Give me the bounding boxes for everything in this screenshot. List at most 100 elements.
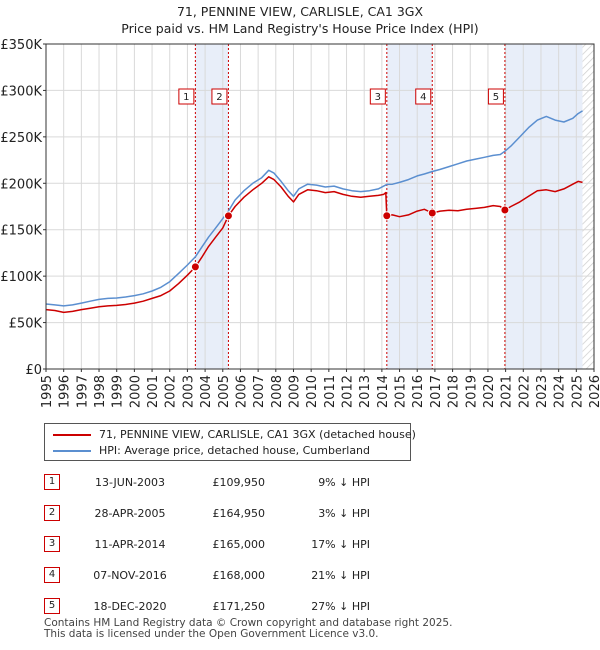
y-tick-label: £150K — [0, 224, 42, 239]
x-tick-label: 2017 — [429, 375, 444, 408]
x-tick-label: 2011 — [323, 375, 338, 408]
chart-sale-badge-label: 1 — [183, 92, 189, 103]
footer-copyright: Contains HM Land Registry data © Crown c… — [44, 617, 453, 629]
x-tick-label: 2014 — [376, 375, 391, 408]
forecast-hatch — [582, 44, 594, 369]
x-tick-label: 2022 — [517, 375, 532, 408]
x-tick-label: 2015 — [394, 375, 409, 408]
x-tick-label: 2024 — [553, 375, 568, 408]
legend-label-property: 71, PENNINE VIEW, CARLISLE, CA1 3GX (det… — [99, 428, 416, 441]
chart-sale-badge-label: 5 — [493, 92, 499, 103]
sale-hpi-diff: 27% ↓ HPI — [311, 600, 370, 613]
x-tick-label: 1998 — [93, 375, 108, 408]
x-tick-label: 2003 — [181, 375, 196, 408]
x-tick-label: 2019 — [464, 375, 479, 408]
legend-label-hpi: HPI: Average price, detached house, Cumb… — [99, 444, 371, 457]
sale-hpi-diff: 9% ↓ HPI — [318, 476, 370, 489]
legend-swatch-hpi — [53, 450, 91, 452]
y-tick-label: £0 — [25, 363, 42, 378]
x-tick-label: 2000 — [128, 375, 143, 408]
sale-badge-group: 5 — [487, 88, 504, 105]
sale-badge-group: 2 — [211, 88, 228, 105]
sale-hpi-diff: 17% ↓ HPI — [311, 538, 370, 551]
x-tick-label: 2004 — [199, 375, 214, 408]
x-tick-label: 2025 — [570, 375, 585, 408]
sale-number-badge: 3 — [44, 536, 60, 552]
chart-title: 71, PENNINE VIEW, CARLISLE, CA1 3GX — [176, 4, 424, 19]
x-tick-label: 2008 — [270, 375, 285, 408]
legend-swatch-property — [53, 434, 91, 436]
ownership-shade — [504, 44, 583, 369]
sale-row: 4 07-NOV-2016 £168,000 21% ↓ HPI — [0, 566, 600, 586]
sale-hpi-diff: 3% ↓ HPI — [318, 507, 370, 520]
sale-badge-group: 3 — [369, 88, 386, 105]
chart-sale-badge — [369, 88, 386, 105]
sale-row: 2 28-APR-2005 £164,950 3% ↓ HPI — [0, 504, 600, 524]
chart-sale-badge — [487, 88, 504, 105]
chart-sale-badge-label: 2 — [216, 92, 222, 103]
x-tick-label: 2010 — [305, 375, 320, 408]
footer-licence: This data is licensed under the Open Gov… — [44, 628, 379, 640]
price-chart: 1 2 3 4 5 £0 £50K £100K £150K £200K £250K £300K £350… — [0, 38, 600, 408]
y-tick-label: £350K — [0, 38, 42, 53]
sale-date: 07-NOV-2016 — [93, 569, 167, 582]
x-tick-label: 1999 — [111, 375, 126, 408]
series-line-hpi — [45, 110, 583, 307]
sale-badge-group: 1 — [178, 88, 195, 105]
x-tick-label: 2013 — [358, 375, 373, 408]
legend: 71, PENNINE VIEW, CARLISLE, CA1 3GX (det… — [44, 423, 416, 461]
y-tick-label: £250K — [0, 131, 42, 146]
sale-date: 11-APR-2014 — [94, 538, 166, 551]
x-tick-label: 2006 — [234, 375, 249, 408]
y-tick-label: £100K — [0, 270, 42, 285]
x-tick-label: 1996 — [58, 375, 73, 408]
sale-price: £165,000 — [212, 538, 266, 551]
chart-sale-badge — [211, 88, 228, 105]
sale-price: £168,000 — [212, 569, 266, 582]
y-tick-label: £50K — [9, 317, 43, 332]
x-tick-label: 2007 — [252, 375, 267, 408]
sale-badge-group: 4 — [415, 88, 432, 105]
sale-number-badge: 4 — [44, 567, 60, 583]
x-tick-label: 2023 — [535, 375, 550, 408]
sale-row: 5 18-DEC-2020 £171,250 27% ↓ HPI — [0, 597, 600, 617]
series-line-property — [45, 176, 583, 314]
chart-sale-badge — [415, 88, 432, 105]
x-tick-label: 2001 — [146, 375, 161, 408]
sale-hpi-diff: 21% ↓ HPI — [311, 569, 370, 582]
x-tick-label: 2021 — [500, 375, 515, 408]
y-tick-label: £200K — [0, 177, 42, 192]
footer: Contains HM Land Registry data © Crown c… — [44, 618, 452, 640]
chart-sale-badge-label: 4 — [420, 92, 426, 103]
sale-point — [382, 211, 392, 221]
sale-point — [427, 208, 437, 218]
sale-row: 3 11-APR-2014 £165,000 17% ↓ HPI — [0, 535, 600, 555]
sale-date: 28-APR-2005 — [94, 507, 166, 520]
sale-price: £164,950 — [212, 507, 266, 520]
x-tick-label: 2009 — [287, 375, 302, 408]
sale-point — [190, 262, 200, 272]
x-tick-label: 2026 — [588, 375, 600, 408]
sale-point — [500, 205, 510, 215]
chart-sale-badge — [178, 88, 195, 105]
sale-price: £109,950 — [212, 476, 266, 489]
x-tick-label: 1995 — [40, 375, 55, 408]
x-tick-label: 2002 — [164, 375, 179, 408]
chart-sale-badge-label: 3 — [375, 92, 381, 103]
sale-price: £171,250 — [212, 600, 266, 613]
x-tick-label: 2018 — [447, 375, 462, 408]
plot-frame — [45, 43, 595, 370]
chart-subtitle: Price paid vs. HM Land Registry's House … — [121, 21, 479, 36]
x-tick-label: 2020 — [482, 375, 497, 408]
x-tick-label: 2005 — [217, 375, 232, 408]
sale-date: 13-JUN-2003 — [94, 476, 166, 489]
y-tick-label: £300K — [0, 84, 42, 99]
sale-row: 1 13-JUN-2003 £109,950 9% ↓ HPI — [0, 473, 600, 493]
sale-number-badge: 2 — [44, 505, 60, 521]
x-tick-label: 2012 — [341, 375, 356, 408]
sale-number-badge: 5 — [44, 598, 60, 614]
x-tick-label: 1997 — [75, 375, 90, 408]
sale-number-badge: 1 — [44, 474, 60, 490]
x-tick-label: 2016 — [411, 375, 426, 408]
sale-point — [223, 211, 233, 221]
